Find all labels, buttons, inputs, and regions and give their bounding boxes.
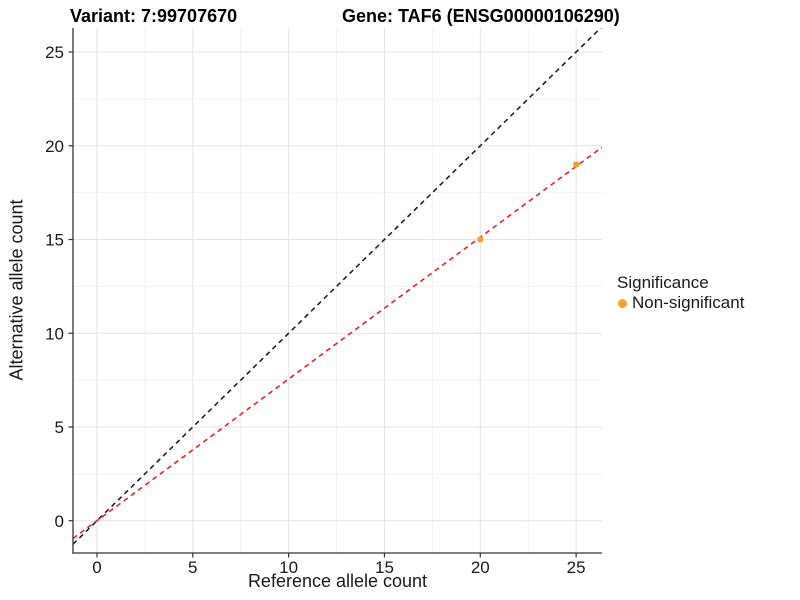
legend-label: Non-significant [632,293,745,312]
legend: Significance Non-significant [617,273,744,312]
identity-line [73,28,602,545]
y-tick-label: 25 [45,43,64,62]
x-tick-label: 25 [567,558,586,577]
x-tick-label: 5 [188,558,197,577]
x-tick-label: 15 [375,558,394,577]
regression-line [73,146,602,540]
x-tick-label: 20 [471,558,490,577]
y-tick-label: 5 [55,418,64,437]
y-tick-label: 10 [45,324,64,343]
y-tick-label: 0 [55,512,64,531]
y-tick-label: 15 [45,231,64,250]
y-tick-label: 20 [45,137,64,156]
data-point [573,161,580,168]
legend-point-icon [618,298,627,308]
plot-title-variant: Variant: 7:99707670 [70,6,238,26]
legend-items: Non-significant [617,293,745,312]
data-point [477,236,484,243]
plot-title-gene: Gene: TAF6 (ENSG00000106290) [342,6,620,26]
x-axis-title: Reference allele count [247,571,428,591]
x-tick-label: 10 [279,558,298,577]
legend-title: Significance [617,273,709,292]
y-axis-title: Alternative allele count [6,199,27,381]
legend-item: Non-significant [617,293,745,312]
x-tick-label: 0 [92,558,101,577]
